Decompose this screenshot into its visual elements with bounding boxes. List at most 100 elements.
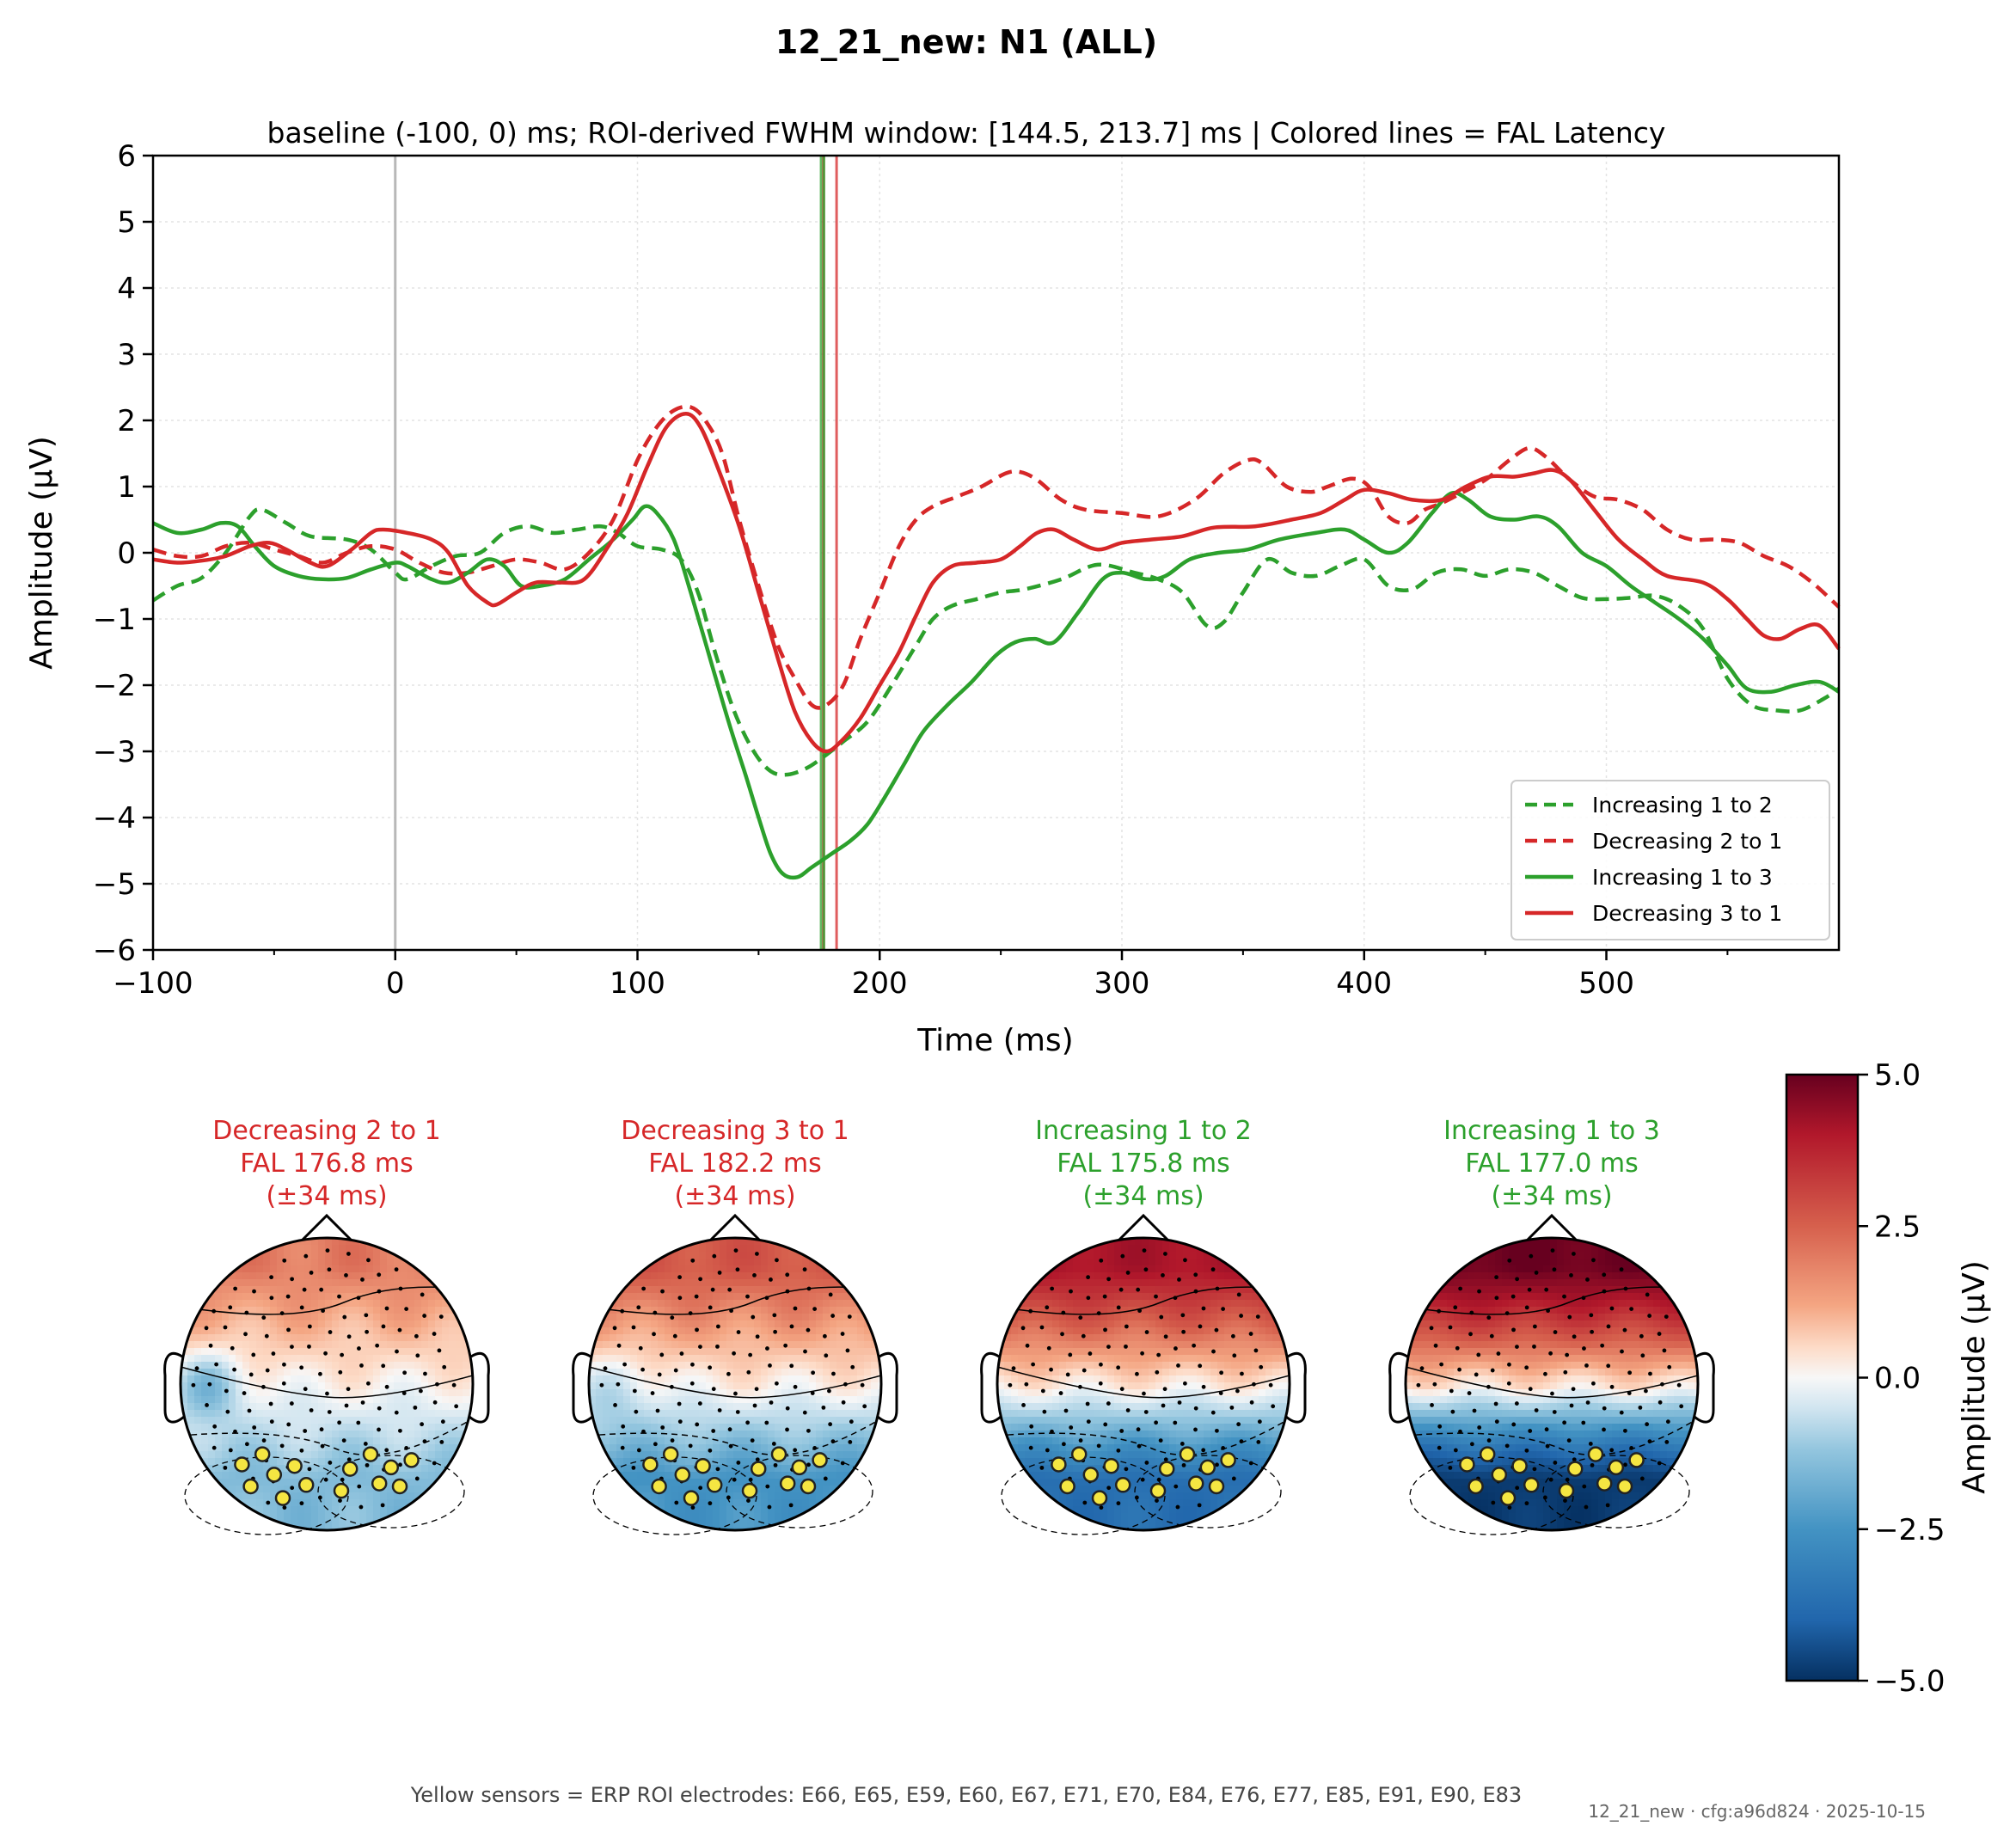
sensor-dot [1218,1391,1223,1395]
sensor-dot [1504,1311,1510,1315]
sensor-dot [752,1403,757,1408]
sensor-dot [1605,1503,1610,1508]
sensor-dot [415,1353,420,1358]
sensor-dot [733,1391,738,1396]
sensor-dot [290,1345,294,1349]
sensor-dot [1096,1443,1101,1449]
sensor-dot [1489,1333,1494,1339]
sensor-dot [1532,1467,1537,1472]
sensor-dot [212,1424,218,1429]
sensor-dot [285,1294,291,1299]
topomap-contour [1406,1286,1698,1315]
sensor-dot [281,1381,286,1386]
sensor-dot [1437,1308,1442,1314]
sensor-dot [1239,1314,1244,1318]
sensor-dot [802,1410,807,1415]
sensor-dot [337,1294,341,1299]
sensor-dot [821,1405,826,1410]
roi-sensor [683,1490,700,1506]
y-tick-label: 6 [117,139,136,174]
roi-sensor [1051,1456,1067,1473]
sensor-dot [712,1253,717,1259]
sensor-dot [264,1333,269,1339]
roi-sensor [254,1446,271,1462]
sensor-dot [1430,1403,1434,1407]
sensor-dot [346,1457,352,1462]
sensor-dot [708,1305,713,1310]
sensor-dot [806,1286,812,1291]
sensor-dot [1534,1408,1539,1412]
sensor-dot [1271,1404,1276,1409]
sensor-dot [440,1419,445,1424]
sensor-dot [631,1325,636,1330]
sensor-dot [303,1387,308,1392]
sensor-dot [732,1477,737,1482]
sensor-dot [233,1429,237,1434]
sensor-dot [1134,1495,1139,1500]
legend-label: Decreasing 2 to 1 [1592,829,1782,854]
sensor-dot [785,1427,789,1432]
sensor-dot [772,1313,777,1318]
sensor-dot [1116,1501,1121,1506]
sensor-dot [1197,1503,1202,1508]
sensor-dot [1210,1267,1216,1272]
sensor-dot [735,1267,740,1272]
sensor-dot [1565,1477,1570,1482]
sensor-dot [1163,1252,1167,1256]
sensor-dot [1532,1344,1536,1349]
sensor-dot [1193,1406,1198,1411]
sensor-dot [1553,1461,1558,1465]
sensor-dot [338,1498,342,1504]
head-outline [996,1236,1291,1532]
sensor-dot [233,1286,238,1291]
roi-sensor [1149,1482,1167,1499]
sensor-dot [1524,1448,1529,1453]
topomap-contour [1134,1455,1282,1529]
sensor-dot [1161,1272,1165,1277]
topomap-contour [589,1286,881,1315]
sensor-dot [1099,1362,1103,1367]
roi-sensor [403,1452,420,1468]
sensor-dot [677,1419,683,1424]
sensor-dot [631,1465,636,1470]
sensor-dot [785,1289,790,1294]
sensor-dot [223,1325,228,1330]
sensor-dot [1638,1405,1643,1410]
sensor-dot [802,1267,807,1272]
sensor-dot [394,1267,399,1272]
sensor-dot [423,1371,427,1376]
sensor-dot [437,1348,442,1353]
sensor-dot [398,1428,402,1433]
sensor-dot [1569,1272,1573,1277]
x-tick-label: 300 [1094,966,1150,1001]
sensor-dot [356,1296,361,1301]
nose [1118,1213,1169,1241]
sensor-dot [359,1363,364,1368]
sensor-dot [677,1401,682,1406]
sensor-dot [346,1252,351,1256]
sensor-dot [677,1275,683,1280]
sensor-dot [261,1315,267,1320]
sensor-dot [268,1401,273,1406]
sensor-dot [1545,1443,1550,1449]
roi-sensor [1523,1477,1540,1493]
sensor-dot [1648,1371,1652,1376]
sensor-dot [327,1410,332,1414]
sensor-dot [1050,1286,1055,1291]
sensor-dot [1248,1461,1253,1466]
y-tick-label: 5 [117,205,136,240]
sensor-dot [360,1400,365,1405]
sensor-dot [1198,1363,1203,1369]
sensor-dot [1046,1345,1051,1351]
colorbar-label: Amplitude (µV) [1957,1260,1992,1494]
sensor-dot [420,1292,425,1297]
sensor-dot [282,1505,287,1510]
roi-sensor [234,1456,250,1473]
colorbar-gradient [1785,1073,1860,1682]
sensor-dot [732,1351,736,1356]
sensor-dot [1660,1382,1664,1387]
sensor-dot [1040,1388,1045,1394]
sensor-dot [269,1419,274,1424]
sensor-dot [1640,1353,1645,1358]
